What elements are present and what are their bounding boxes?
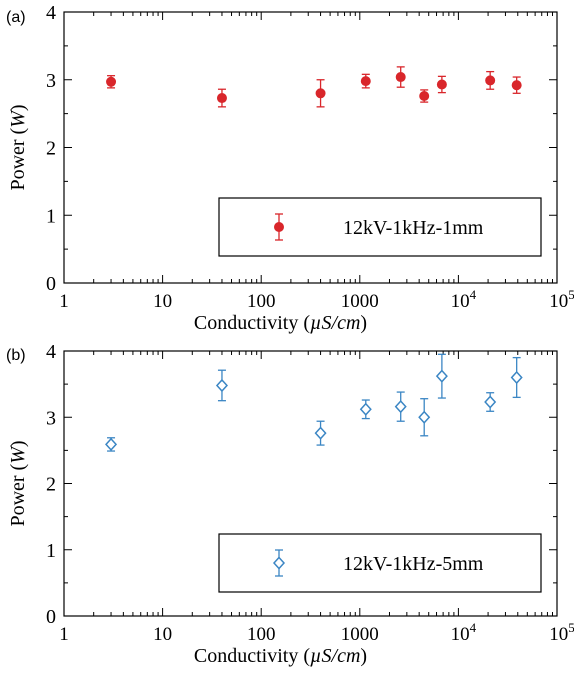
series-12kV-1kHz-1mm <box>106 66 522 108</box>
x-axis-label: Conductivity (µS/cm) <box>194 312 367 334</box>
legend: 12kV-1kHz-5mm <box>218 533 542 593</box>
data-point <box>359 402 372 416</box>
data-point <box>315 88 326 99</box>
y-tick-label: 2 <box>46 138 56 160</box>
data-point <box>394 400 407 414</box>
data-point <box>436 79 447 90</box>
x-tick-label: 1 <box>59 291 69 312</box>
data-point <box>395 72 406 83</box>
legend: 12kV-1kHz-1mm <box>218 197 542 257</box>
x-tick-label: 100 <box>247 624 276 645</box>
x-tick-label: 1000 <box>341 291 379 312</box>
x-tick-label: 10 <box>153 291 172 312</box>
data-point <box>511 80 522 91</box>
y-tick-label: 2 <box>46 474 56 496</box>
y-axis-label: Power (W) <box>7 104 29 190</box>
data-point <box>418 410 431 424</box>
legend-label: 12kV-1kHz-1mm <box>343 217 484 239</box>
data-point <box>485 75 496 86</box>
series-12kV-1kHz-5mm <box>105 353 523 452</box>
legend-marker <box>272 556 286 570</box>
data-point <box>216 93 227 104</box>
data-point <box>510 370 523 385</box>
x-tick-label: 10 <box>153 624 172 645</box>
data-point <box>419 91 430 102</box>
x-tick-label: 1 <box>59 624 69 645</box>
data-point <box>215 378 228 393</box>
x-tick-label: 105 <box>549 620 574 645</box>
y-tick-label: 4 <box>46 341 56 363</box>
data-point <box>484 395 497 409</box>
legend-box <box>218 533 542 593</box>
y-tick-label: 3 <box>46 70 56 92</box>
data-point <box>106 76 117 87</box>
y-tick-label: 0 <box>46 606 56 628</box>
x-tick-label: 1000 <box>341 624 379 645</box>
x-tick-label: 105 <box>549 287 574 312</box>
y-axis-label: Power (W) <box>7 440 29 526</box>
panel-label: (a) <box>6 9 26 26</box>
legend-box <box>218 197 542 257</box>
y-tick-label: 3 <box>46 407 56 429</box>
y-tick-label: 1 <box>46 540 56 562</box>
y-tick-label: 4 <box>46 2 56 24</box>
x-tick-label: 104 <box>451 287 477 312</box>
legend-marker <box>274 222 284 232</box>
data-point <box>360 76 371 87</box>
data-point <box>435 369 448 383</box>
x-axis-label: Conductivity (µS/cm) <box>194 645 367 667</box>
y-tick-label: 1 <box>46 205 56 227</box>
x-tick-label: 104 <box>451 620 477 645</box>
x-tick-label: 100 <box>247 291 276 312</box>
legend-label: 12kV-1kHz-5mm <box>343 553 484 575</box>
data-point <box>314 426 327 440</box>
data-point <box>105 437 118 452</box>
panel-label: (b) <box>6 347 26 364</box>
y-tick-label: 0 <box>46 273 56 295</box>
